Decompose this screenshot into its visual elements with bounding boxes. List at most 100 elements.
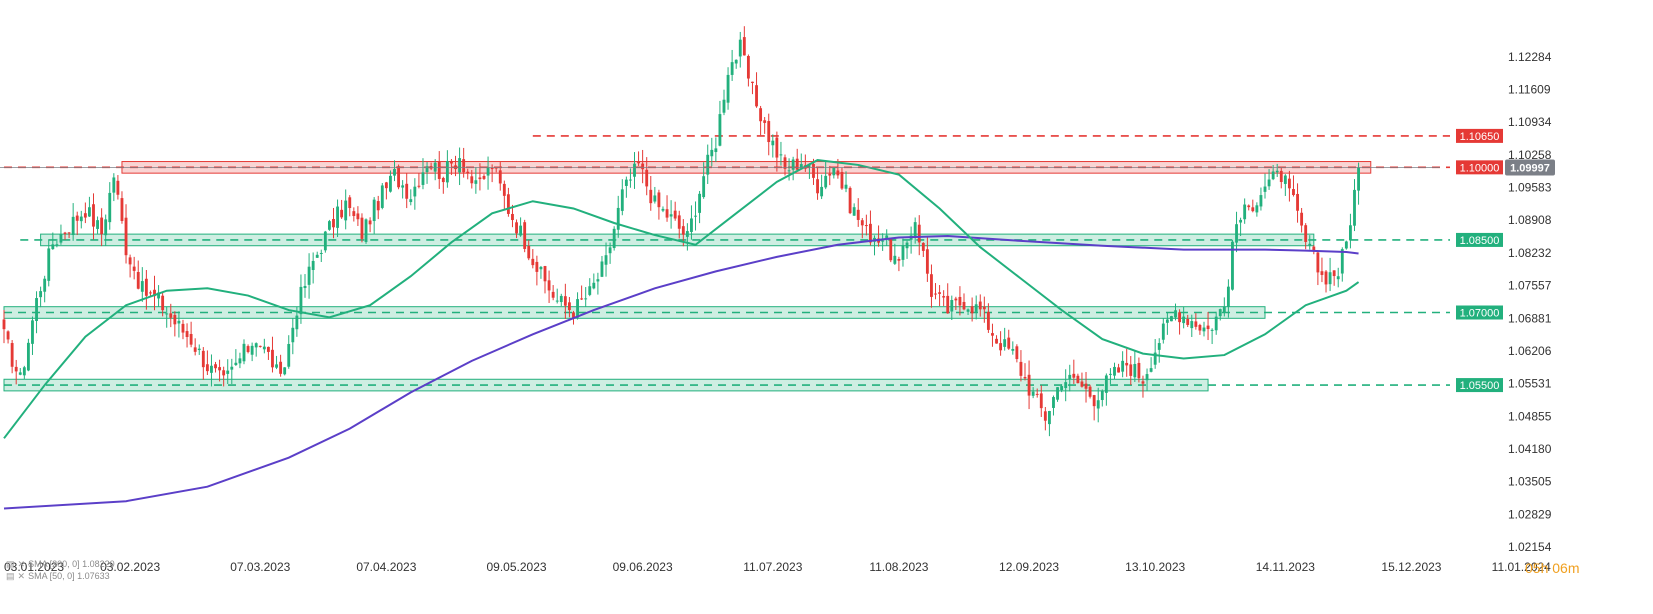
candle-body bbox=[405, 183, 409, 199]
candle-body bbox=[494, 167, 498, 169]
candle-body bbox=[100, 217, 104, 235]
candle-body bbox=[1316, 252, 1320, 273]
candle-body bbox=[474, 180, 478, 184]
candle-body bbox=[665, 209, 669, 218]
candle-body bbox=[120, 198, 124, 221]
candle-body bbox=[2, 319, 6, 330]
settings-icon[interactable]: ▤ bbox=[6, 559, 15, 569]
candle-body bbox=[1064, 382, 1068, 389]
candle-body bbox=[921, 242, 925, 251]
candle-body bbox=[348, 197, 352, 209]
legend-sma200[interactable]: ▤ ✕ SMA [200, 0] 1.08220 bbox=[6, 558, 115, 570]
candle-body bbox=[620, 189, 624, 211]
candle-body bbox=[730, 62, 734, 75]
candle-body bbox=[132, 266, 136, 271]
candle-body bbox=[738, 39, 742, 57]
candle-body bbox=[197, 348, 201, 351]
x-tick-label: 11.08.2023 bbox=[869, 560, 928, 574]
candle-body bbox=[1084, 383, 1088, 389]
candle-body bbox=[706, 154, 710, 175]
candle-body bbox=[319, 252, 323, 254]
candle-body bbox=[22, 367, 26, 376]
sma50-line bbox=[3, 159, 1360, 439]
candle-body bbox=[380, 185, 384, 208]
level-tag bbox=[1456, 128, 1503, 143]
candle-body bbox=[917, 224, 921, 243]
candle-body bbox=[657, 192, 661, 208]
candle-body bbox=[1092, 395, 1096, 407]
x-tick-label: 11.01.2024 bbox=[1492, 560, 1551, 574]
settings-icon[interactable]: ▤ bbox=[6, 571, 15, 581]
candle-body bbox=[791, 159, 795, 170]
candle-body bbox=[1096, 400, 1100, 409]
candle-body bbox=[340, 209, 344, 218]
candle-body bbox=[527, 245, 531, 259]
candle-body bbox=[812, 163, 815, 178]
candle-body bbox=[409, 199, 413, 203]
candle-body bbox=[43, 278, 47, 292]
y-tick-label: 1.05531 bbox=[1508, 377, 1552, 391]
candle-body bbox=[661, 208, 665, 211]
candle-body bbox=[140, 281, 144, 292]
candle-body bbox=[87, 207, 91, 217]
candle-body bbox=[555, 300, 559, 302]
close-icon[interactable]: ✕ bbox=[17, 571, 26, 581]
candle-body bbox=[677, 215, 681, 229]
candle-body bbox=[344, 200, 348, 221]
candle-body bbox=[311, 260, 315, 271]
candle-body bbox=[478, 177, 482, 180]
candle-body bbox=[543, 266, 547, 282]
candle-body bbox=[889, 238, 893, 261]
candle-body bbox=[1104, 375, 1108, 393]
candle-body bbox=[1296, 193, 1299, 211]
candle-body bbox=[881, 240, 885, 242]
candle-body bbox=[970, 306, 974, 314]
candle-body bbox=[771, 140, 775, 146]
candle-body bbox=[14, 366, 18, 372]
candle-body bbox=[624, 179, 628, 186]
candle-body bbox=[161, 295, 165, 311]
candle-body bbox=[323, 231, 327, 251]
y-tick-label: 1.06206 bbox=[1508, 344, 1552, 358]
candle-body bbox=[149, 292, 152, 294]
candle-body bbox=[1076, 375, 1080, 384]
legend-sma50[interactable]: ▤ ✕ SMA [50, 0] 1.07633 bbox=[6, 570, 115, 582]
candle-body bbox=[222, 370, 226, 376]
candle-body bbox=[1121, 360, 1125, 372]
candle-body bbox=[466, 171, 470, 174]
candle-body bbox=[1023, 377, 1027, 379]
candle-body bbox=[1113, 366, 1116, 376]
candle-body bbox=[694, 215, 697, 217]
candle-body bbox=[669, 214, 673, 217]
candle-body bbox=[856, 209, 860, 220]
level-tag-label: 1.08500 bbox=[1460, 235, 1500, 247]
candle-body bbox=[26, 342, 30, 371]
candle-body bbox=[153, 289, 156, 297]
candle-body bbox=[1206, 325, 1210, 330]
candle-body bbox=[1239, 219, 1243, 223]
candle-body bbox=[462, 159, 466, 173]
candle-body bbox=[258, 345, 262, 347]
candle-body bbox=[531, 258, 535, 266]
y-tick-label: 1.02154 bbox=[1508, 540, 1552, 554]
candle-body bbox=[1039, 393, 1043, 409]
candle-body bbox=[567, 302, 571, 311]
candle-body bbox=[169, 313, 173, 318]
candle-body bbox=[1243, 204, 1247, 220]
candle-body bbox=[401, 185, 405, 188]
candle-body bbox=[18, 372, 22, 375]
x-tick-label: 07.04.2023 bbox=[356, 560, 416, 574]
candle-body bbox=[995, 338, 998, 344]
candle-body bbox=[226, 370, 230, 374]
close-icon[interactable]: ✕ bbox=[17, 559, 26, 569]
candle-body bbox=[307, 266, 311, 285]
candle-body bbox=[1300, 212, 1304, 226]
candle-body bbox=[962, 301, 966, 310]
candle-body bbox=[783, 157, 787, 169]
candle-body bbox=[181, 323, 185, 333]
candle-body bbox=[718, 114, 722, 146]
y-tick-label: 1.11609 bbox=[1508, 82, 1551, 96]
candle-body bbox=[950, 299, 954, 312]
candle-body bbox=[690, 218, 693, 232]
